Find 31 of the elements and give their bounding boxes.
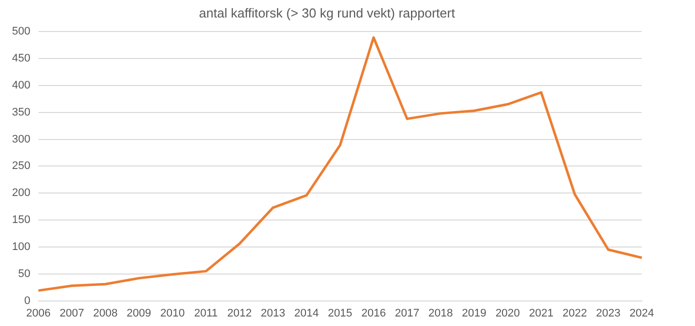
x-tick-label: 2022: [562, 307, 587, 320]
x-tick-label: 2007: [60, 307, 84, 320]
x-tick-label: 2006: [26, 307, 51, 320]
y-tick-label: 500: [12, 26, 30, 38]
y-tick-label: 400: [12, 79, 30, 92]
y-tick-label: 350: [12, 106, 30, 118]
x-tick-label: 2017: [394, 307, 420, 320]
x-tick-label: 2009: [126, 307, 152, 320]
x-tick-label: 2011: [194, 307, 218, 320]
x-tick-label: 2019: [462, 307, 486, 320]
x-tick-label: 2015: [328, 307, 352, 320]
y-tick-label: 250: [12, 160, 30, 172]
x-tick-label: 2023: [596, 307, 620, 320]
x-tick-label: 2024: [630, 307, 654, 320]
chart-title: antal kaffitorsk (> 30 kg rund vekt) rapportert: [199, 5, 456, 20]
y-tick-label: 0: [24, 294, 30, 307]
x-tick-label: 2012: [227, 307, 252, 320]
x-tick-label: 2014: [294, 307, 319, 320]
x-tick-label: 2010: [160, 307, 185, 320]
y-tick-label: 450: [12, 52, 30, 65]
y-tick-label: 200: [12, 187, 30, 200]
y-tick-label: 150: [12, 214, 30, 226]
y-tick-label: 100: [12, 240, 30, 253]
y-tick-label: 300: [12, 133, 30, 146]
y-tick-label: 50: [18, 268, 30, 280]
x-tick-label: 2016: [361, 307, 386, 320]
x-tick-label: 2021: [528, 307, 554, 320]
x-tick-label: 2020: [495, 307, 520, 320]
x-tick-label: 2013: [260, 307, 286, 320]
x-tick-label: 2018: [428, 307, 453, 320]
x-tick-label: 2008: [93, 307, 118, 320]
